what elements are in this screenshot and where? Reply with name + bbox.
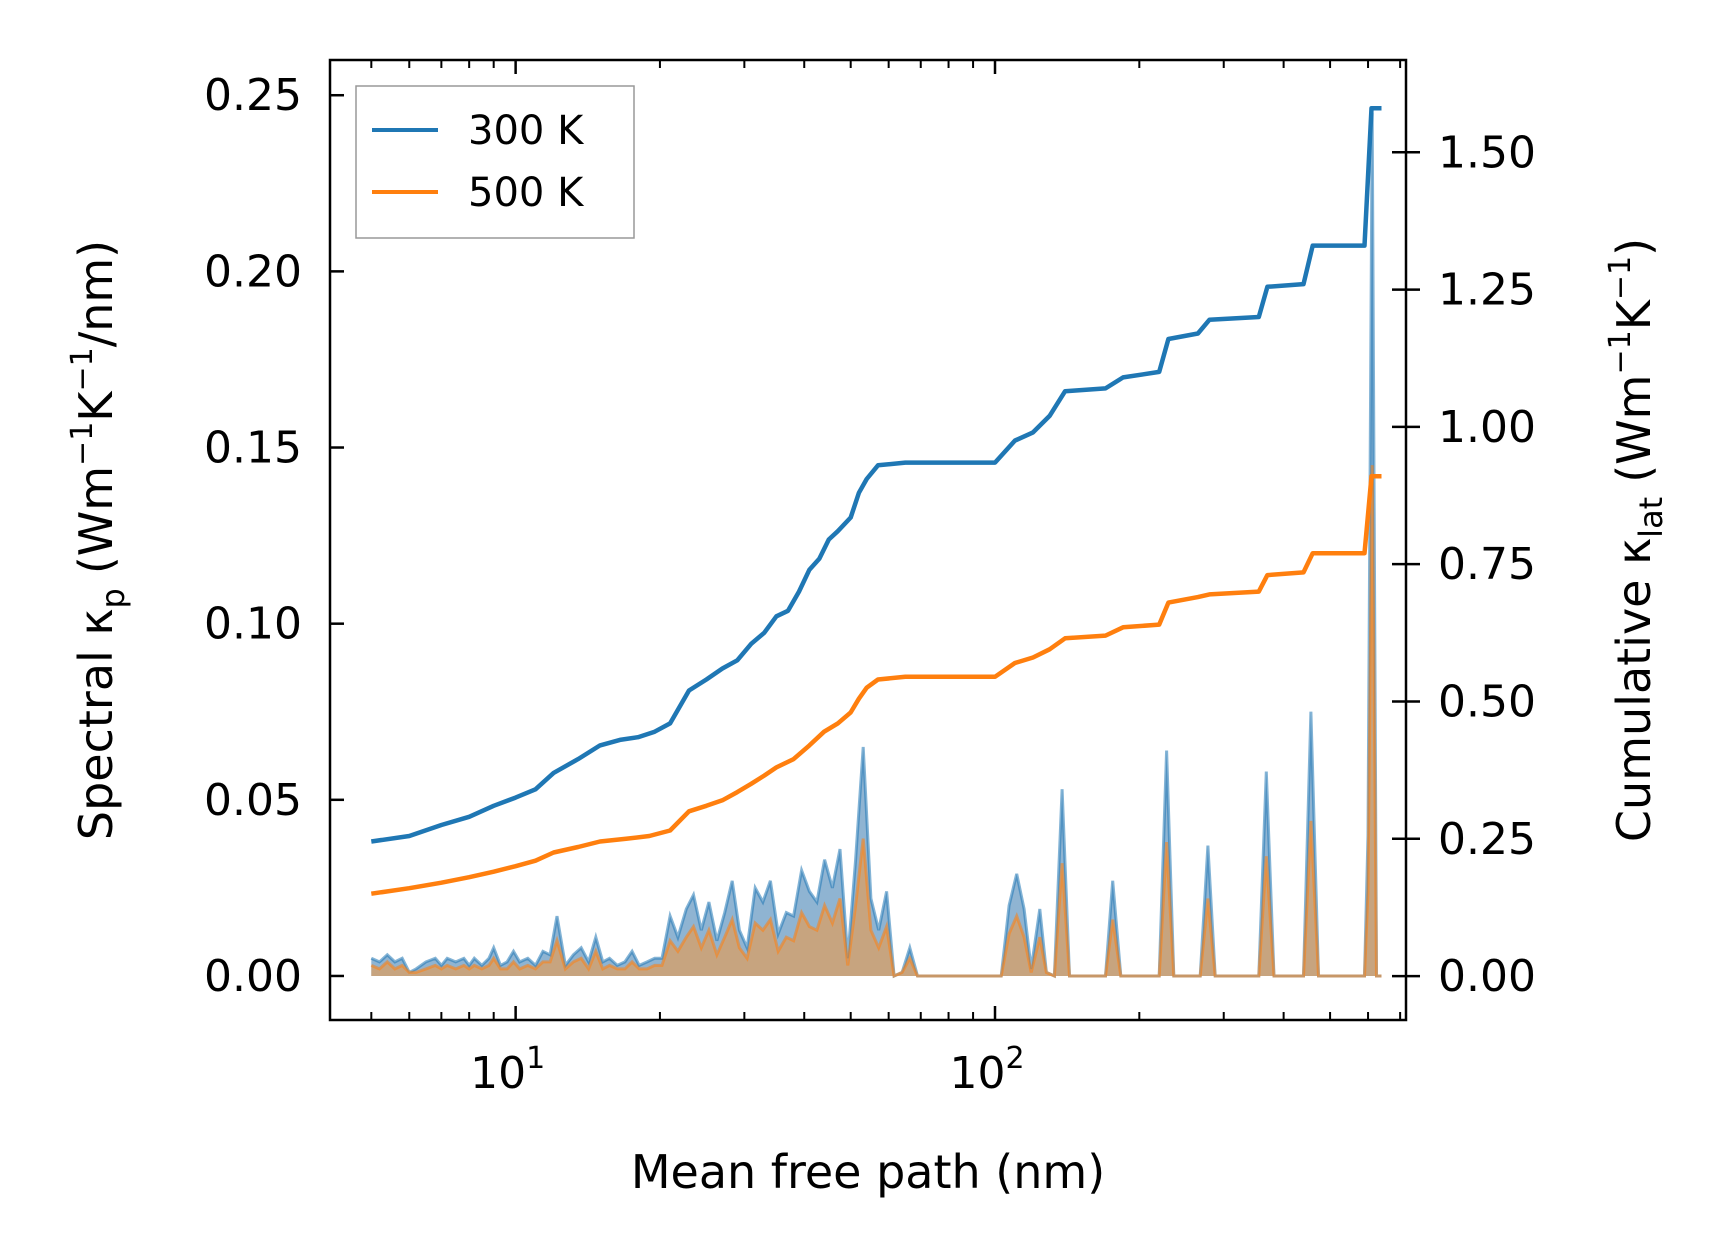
y-left-tick-label: 0.15 [204,423,302,474]
y-left-tick-label: 0.25 [204,70,302,121]
y-left-tick-label: 0.00 [204,951,302,1002]
y-right-tick-label: 0.25 [1438,814,1536,865]
y-left-tick-label: 0.05 [204,775,302,826]
x-tick-label: 102 [949,1041,1024,1099]
legend-box [355,85,635,239]
cumulative-line-500k [370,474,1382,896]
y-left-tick-label: 0.20 [204,246,302,297]
y-right-tick-label: 1.25 [1438,265,1536,316]
cumulative-layer [370,106,1382,896]
cumulative-line-300k [370,106,1382,844]
y-right-tick-label: 1.50 [1438,127,1536,178]
x-tick-label: 101 [470,1041,545,1099]
plot-frame [328,58,1408,1022]
y-right-tick-label: 0.00 [1438,951,1536,1002]
y-left-tick-label: 0.10 [204,599,302,650]
spectral-line-300k [370,112,1382,979]
y-right-tick-label: 0.50 [1438,676,1536,727]
legend: 300 K 500 K [355,85,635,239]
y-right-tick-label: 1.00 [1438,402,1536,453]
y-right-tick-label: 0.75 [1438,539,1536,590]
spectral-line-500k [370,465,1382,979]
x-axis-title: Mean free path (nm) [631,1145,1105,1199]
spectral-layer [370,112,1382,979]
y-axis-title-right: Cumulative κlat(Wm−1K−1) [1603,238,1670,842]
legend-label-300k: 300 K [468,108,585,154]
y-axis-title-left: Spectral κp(Wm−1K−1/nm) [65,240,132,840]
ticks-layer: 0.00 0.05 0.10 0.15 0.20 0.25 0.00 0.25 0.50 0.75… [204,60,1536,1099]
legend-label-500k: 500 K [468,170,585,216]
